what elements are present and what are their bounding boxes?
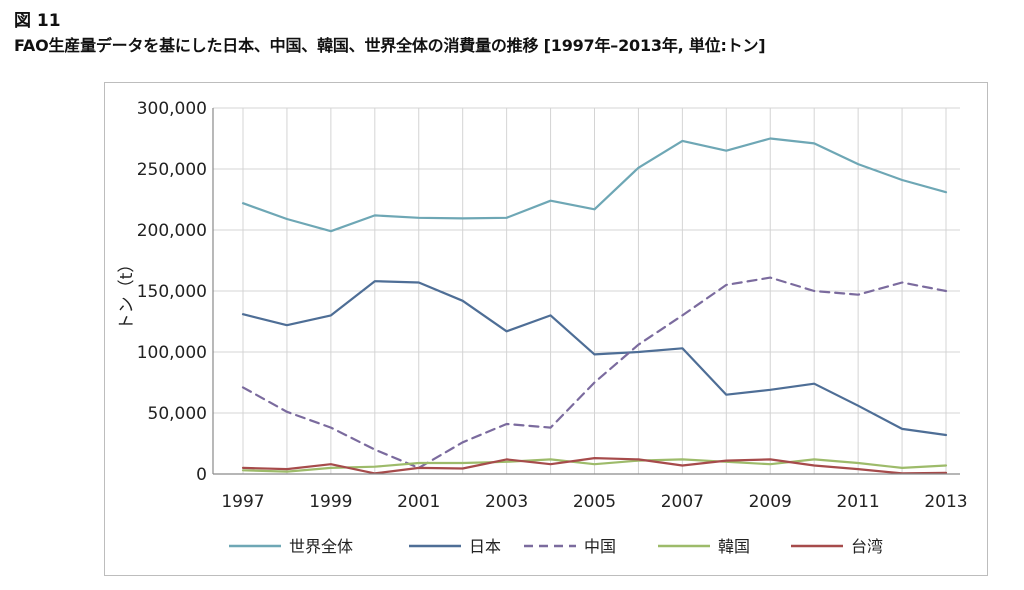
series-lines — [241, 137, 948, 475]
y-tick-label: 150,000 — [137, 282, 207, 302]
legend-label: 韓国 — [718, 537, 750, 556]
series-line-中国 — [241, 276, 948, 469]
series-line-世界全体 — [241, 137, 948, 233]
y-tick-label: 50,000 — [148, 404, 207, 424]
x-tick-label: 2011 — [836, 492, 879, 512]
legend-label: 中国 — [584, 537, 616, 556]
x-tick-label: 2007 — [661, 492, 704, 512]
y-tick-label: 0 — [196, 465, 207, 485]
legend-label: 台湾 — [851, 537, 883, 556]
x-tick-label: 2001 — [397, 492, 440, 512]
legend: 世界全体 日本 中国 韓国 台湾 — [229, 537, 883, 556]
x-tick-label: 1997 — [221, 492, 264, 512]
x-tick-label: 1999 — [309, 492, 352, 512]
y-tick-label: 100,000 — [137, 343, 207, 363]
legend-label: 日本 — [469, 537, 501, 556]
y-tick-label: 200,000 — [137, 221, 207, 241]
x-tick-label: 2003 — [485, 492, 528, 512]
figure-title: FAO生産量データを基にした日本、中国、韓国、世界全体の消費量の推移 [1997… — [14, 36, 766, 55]
figure-label: 図 11 — [14, 11, 61, 31]
y-axis-label: トン（t） — [117, 256, 137, 331]
legend-label: 世界全体 — [289, 537, 353, 556]
y-tick-label: 300,000 — [137, 99, 207, 119]
chart-frame — [104, 82, 988, 576]
x-tick-label: 2009 — [749, 492, 792, 512]
series-line-韓国 — [241, 458, 948, 473]
y-tick-label: 250,000 — [137, 160, 207, 180]
series-line-台湾 — [241, 457, 948, 475]
x-tick-label: 2005 — [573, 492, 616, 512]
series-line-日本 — [241, 280, 948, 437]
x-tick-label: 2013 — [924, 492, 967, 512]
axes: 0 50,000 100,000 150,000 200,000 250,000 300,0… — [117, 99, 968, 512]
gridlines — [213, 107, 960, 474]
